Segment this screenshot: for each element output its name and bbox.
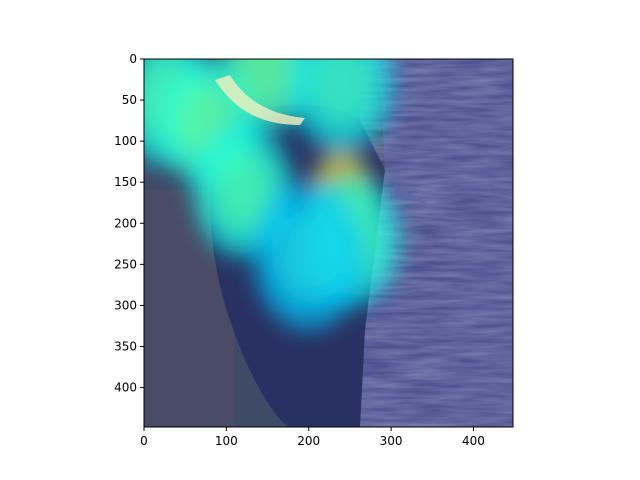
x-tick-label: 200 <box>297 434 320 448</box>
y-tick-label: 150 <box>114 175 137 189</box>
x-tick-label: 0 <box>140 434 148 448</box>
heatmap-image <box>144 59 513 427</box>
y-tick-label: 250 <box>114 257 137 271</box>
x-axis: 0 100 200 300 400 <box>140 427 485 448</box>
heat-blob <box>288 59 395 155</box>
y-tick-label: 50 <box>122 93 137 107</box>
y-tick-label: 300 <box>114 298 137 312</box>
plot-frame <box>143 58 514 428</box>
y-tick-label: 0 <box>129 52 137 66</box>
y-tick-label: 350 <box>114 340 137 354</box>
x-tick-label: 300 <box>380 434 403 448</box>
x-tick-label: 400 <box>462 434 485 448</box>
y-tick-label: 100 <box>114 134 137 148</box>
y-axis: 0 50 100 150 200 250 300 350 400 <box>114 52 144 395</box>
y-tick-label: 200 <box>114 216 137 230</box>
y-tick-label: 400 <box>114 381 137 395</box>
x-tick-label: 100 <box>215 434 238 448</box>
heat-blob <box>251 179 367 333</box>
